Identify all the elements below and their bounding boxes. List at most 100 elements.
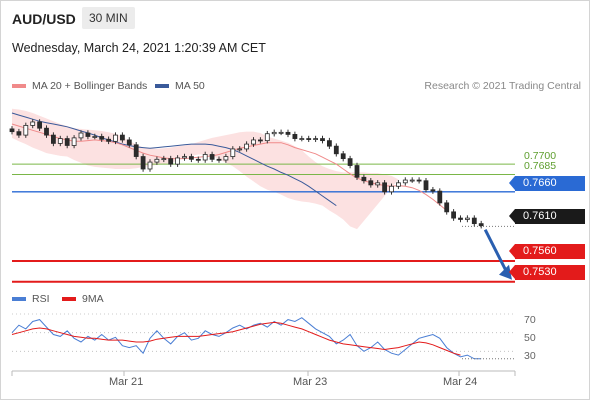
candle-body xyxy=(216,158,222,161)
candle-body xyxy=(51,134,56,144)
candle-body xyxy=(437,190,443,204)
candle-body xyxy=(182,156,187,159)
rsi-swatch-icon xyxy=(12,297,26,302)
candle-body xyxy=(195,158,201,161)
candle-body xyxy=(464,217,470,220)
candle-body xyxy=(416,179,422,182)
candle-body xyxy=(209,154,215,160)
last-price-tag: 0.7610 xyxy=(509,209,585,224)
candle-body xyxy=(361,176,367,182)
support-tag-1: 0.7560 xyxy=(509,244,585,259)
pivot-tag: 0.7660 xyxy=(509,176,585,191)
candle-body xyxy=(458,217,463,220)
candle-body xyxy=(264,133,270,142)
rsi-tick-30: 30 xyxy=(524,350,536,362)
legend-9ma: 9MA xyxy=(62,293,104,305)
last-price-tag-label: 0.7610 xyxy=(523,210,557,222)
support-tag-2: 0.7530 xyxy=(509,265,585,280)
candle-body xyxy=(423,180,429,191)
rsi-tick-50: 50 xyxy=(524,332,536,344)
candle-body xyxy=(402,179,408,184)
candle-body xyxy=(154,158,160,163)
candle-body xyxy=(340,153,346,160)
resistance-label-1: 0.7700 xyxy=(524,150,557,162)
copyright-text: Research © 2021 Trading Central xyxy=(424,80,581,92)
candle-body xyxy=(451,211,457,219)
9ma-swatch-icon xyxy=(62,297,76,302)
chart-datetime: Wednesday, March 24, 2021 1:20:39 AM CET xyxy=(12,41,266,55)
x-tick-mar24: Mar 24 xyxy=(443,376,478,388)
candle-body xyxy=(175,157,181,165)
candle-body xyxy=(278,131,284,134)
candle-body xyxy=(292,134,298,139)
legend-ma50: MA 50 xyxy=(155,80,205,92)
x-tick-mar21: Mar 21 xyxy=(109,376,144,388)
ma50-line xyxy=(11,112,337,207)
candle-body xyxy=(64,138,70,146)
candle-body xyxy=(85,132,91,137)
candle-body xyxy=(389,185,394,193)
pivot-tag-label: 0.7660 xyxy=(523,177,557,189)
candle-body xyxy=(478,223,484,227)
rsi-line xyxy=(11,317,482,360)
symbol-title: AUD/USD xyxy=(12,11,76,27)
candle-body xyxy=(126,139,132,146)
candle-body xyxy=(37,121,42,129)
timeframe-badge[interactable]: 30 MIN xyxy=(82,7,135,29)
candle-body xyxy=(92,136,98,138)
candle-body xyxy=(354,165,360,178)
candle-body xyxy=(78,132,84,139)
candle-body xyxy=(347,158,353,166)
legend-rsi: RSI xyxy=(12,293,50,305)
projection-arrow-shaft xyxy=(483,229,509,274)
bollinger-band-area xyxy=(12,108,399,230)
candle-body xyxy=(161,158,167,161)
candle-body xyxy=(285,131,291,135)
candle-body xyxy=(168,158,174,165)
candle-body xyxy=(257,139,263,142)
candle-body xyxy=(230,148,236,157)
ma50-swatch-icon xyxy=(155,84,169,89)
candle-body xyxy=(9,128,15,133)
candle-body xyxy=(368,180,374,186)
legend-ma20: MA 20 + Bollinger Bands xyxy=(12,80,147,92)
candle-body xyxy=(223,156,229,161)
rsi-ma-line xyxy=(11,321,461,356)
candle-body xyxy=(320,138,325,142)
candle-body xyxy=(306,138,312,140)
candle-body xyxy=(71,137,77,146)
candle-body xyxy=(30,121,36,126)
legend-9ma-label: 9MA xyxy=(82,293,104,305)
legend-ma50-label: MA 50 xyxy=(175,80,205,92)
candle-body xyxy=(244,143,250,150)
candle-body xyxy=(16,131,22,136)
candle-body xyxy=(23,125,29,136)
support-tag-2-label: 0.7530 xyxy=(523,266,557,278)
legend-rsi-label: RSI xyxy=(32,293,50,305)
candle-body xyxy=(326,140,332,147)
candle-body xyxy=(313,138,319,140)
candle-body xyxy=(299,138,305,140)
x-tick-mar23: Mar 23 xyxy=(293,376,328,388)
ma20-swatch-icon xyxy=(12,84,26,89)
candle-body xyxy=(57,138,63,144)
candle-body xyxy=(99,136,105,140)
candle-body xyxy=(382,182,388,193)
candle-body xyxy=(251,139,256,145)
candle-body xyxy=(471,217,477,225)
candle-body xyxy=(120,134,125,141)
ma20-line xyxy=(11,123,448,211)
candle-body xyxy=(113,134,118,142)
candle-body xyxy=(271,131,277,135)
support-tag-1-label: 0.7560 xyxy=(523,245,557,257)
candle-body xyxy=(188,156,194,160)
candle-body xyxy=(409,179,415,182)
candle-body xyxy=(333,145,339,155)
candle-body xyxy=(375,182,381,186)
legend-ma20-label: MA 20 + Bollinger Bands xyxy=(32,80,148,92)
candle-body xyxy=(106,138,111,142)
rsi-tick-70: 70 xyxy=(524,314,536,326)
candle-body xyxy=(444,202,450,213)
candle-body xyxy=(140,156,146,170)
